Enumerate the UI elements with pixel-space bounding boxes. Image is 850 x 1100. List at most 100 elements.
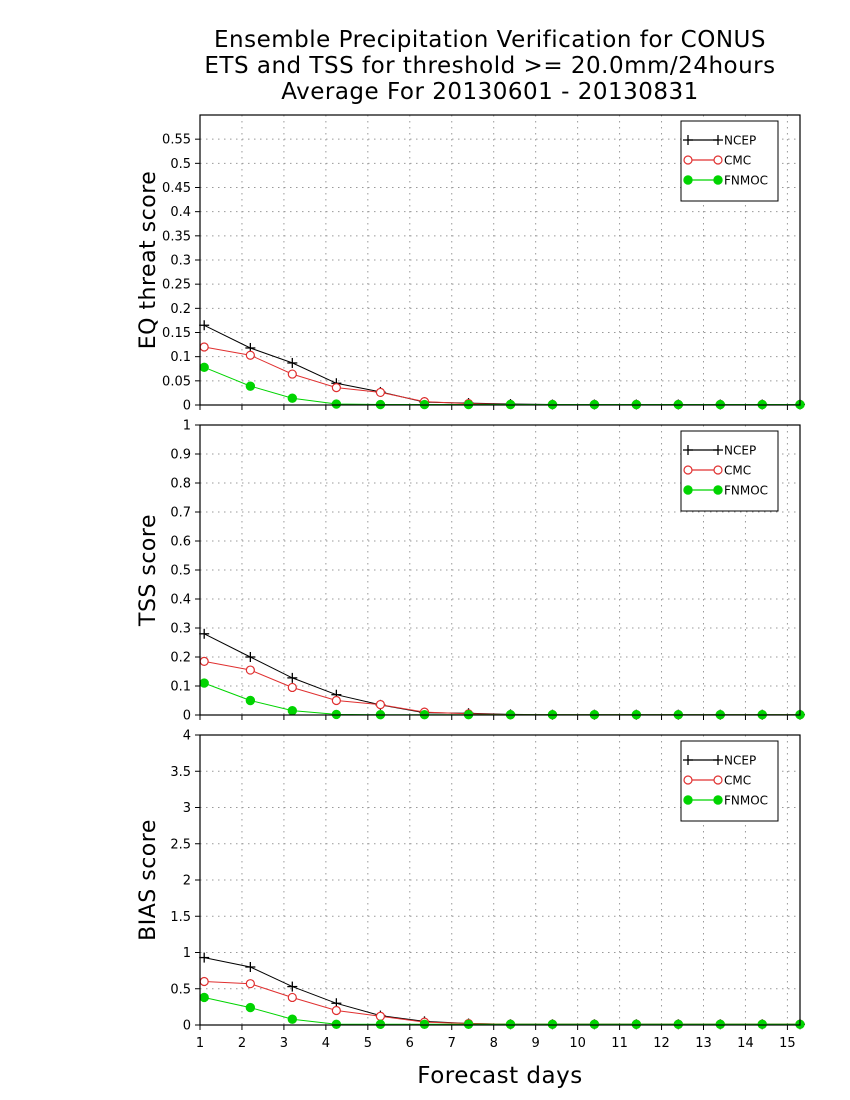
x-tick-label: 9	[532, 1036, 540, 1051]
data-point-cmc	[331, 383, 341, 393]
y-axis-label: BIAS score	[136, 819, 161, 941]
chart-title-line-3: Average For 20130601 - 20130831	[281, 79, 699, 105]
legend-label-ncep: NCEP	[724, 444, 756, 458]
y-tick-label: 3	[183, 801, 191, 816]
y-tick-label: 0.5	[170, 982, 191, 997]
data-point-fnmoc	[757, 1019, 767, 1029]
data-point-fnmoc	[673, 1019, 684, 1029]
series-fnmoc	[199, 992, 805, 1029]
data-point-fnmoc	[547, 1019, 558, 1029]
data-point-fnmoc	[463, 1019, 474, 1029]
data-point-fnmoc	[589, 1019, 600, 1029]
data-point-cmc	[331, 1005, 341, 1016]
x-tick-label: 6	[406, 1036, 414, 1051]
y-tick-label: 0.2	[170, 302, 191, 317]
data-point-fnmoc	[287, 1014, 298, 1024]
data-point-cmc	[331, 695, 341, 706]
y-tick-label: 1	[183, 946, 191, 961]
series-ncep	[199, 628, 805, 720]
y-tick-label: 0.2	[170, 651, 191, 666]
data-point-cmc	[375, 1011, 386, 1021]
legend-label-cmc: CMC	[724, 464, 751, 478]
x-tick-label: 8	[490, 1036, 498, 1051]
data-point-fnmoc	[505, 1019, 516, 1029]
data-point-fnmoc	[199, 992, 209, 1003]
data-point-fnmoc	[245, 1002, 256, 1013]
data-point-fnmoc	[375, 1019, 386, 1029]
legend-marker-fnmoc	[683, 795, 693, 805]
legend-marker-cmc	[683, 465, 693, 475]
y-tick-label: 3.5	[170, 765, 191, 780]
y-tick-label: 0.25	[162, 278, 191, 293]
legend-label-ncep: NCEP	[724, 134, 756, 148]
x-tick-label: 7	[448, 1036, 456, 1051]
data-point-fnmoc	[245, 381, 256, 391]
legend: NCEP CMC FNMOC	[680, 120, 779, 202]
series-line-ncep	[203, 324, 800, 405]
legend: NCEP CMC FNMOC	[680, 740, 779, 822]
data-point-fnmoc	[331, 1019, 342, 1029]
legend-box	[680, 430, 779, 512]
data-point-fnmoc	[419, 1019, 430, 1029]
data-point-cmc	[245, 979, 255, 989]
legend-marker-fnmoc	[683, 485, 693, 495]
y-tick-label: 1	[183, 419, 191, 434]
y-tick-label: 0.9	[170, 448, 191, 463]
y-tick-label: 0.1	[170, 350, 191, 365]
y-axis-label: TSS score	[136, 514, 161, 627]
data-point-cmc	[245, 665, 255, 675]
legend-box	[680, 120, 779, 202]
legend-marker-cmc	[713, 465, 723, 475]
data-point-cmc	[287, 682, 297, 693]
x-tick-label: 14	[737, 1036, 754, 1051]
y-tick-label: 0	[183, 709, 191, 724]
y-tick-label: 0	[183, 1019, 191, 1034]
data-point-cmc	[287, 992, 297, 1003]
y-tick-label: 0.5	[170, 564, 191, 579]
x-tick-label: 2	[238, 1036, 246, 1051]
data-point-fnmoc	[287, 705, 298, 716]
y-tick-label: 0.15	[162, 326, 191, 341]
data-point-cmc	[375, 387, 386, 398]
x-tick-label: 15	[779, 1036, 796, 1051]
series-line-ncep	[204, 957, 800, 1025]
legend-marker-cmc	[683, 775, 693, 785]
y-tick-label: 0.45	[162, 181, 191, 196]
y-tick-label: 0.8	[170, 477, 191, 492]
y-tick-label: 0.1	[170, 680, 191, 695]
legend-label-fnmoc: FNMOC	[724, 174, 768, 188]
y-tick-label: 1.5	[170, 910, 191, 925]
y-tick-label: 0.35	[162, 229, 191, 244]
data-point-fnmoc	[199, 362, 209, 372]
x-tick-label: 12	[653, 1036, 670, 1051]
x-tick-label: 5	[364, 1036, 372, 1051]
y-tick-label: 0.7	[170, 506, 191, 521]
x-tick-label: 10	[569, 1036, 586, 1051]
legend-label-cmc: CMC	[724, 774, 751, 788]
chart-title-line-1: Ensemble Precipitation Verification for …	[214, 27, 766, 53]
panel-2: 0 0.1 0.2 0.3 0.4 0.5 0.6 0.7 0.8 0.9 1 TSS score NC…	[136, 419, 805, 724]
y-tick-label: 0.05	[162, 374, 191, 389]
y-tick-label: 0.3	[170, 254, 191, 269]
legend-marker-cmc	[713, 775, 723, 785]
y-tick-label: 0.5	[170, 157, 191, 172]
legend-label-ncep: NCEP	[724, 754, 756, 768]
legend-marker-fnmoc	[713, 795, 723, 805]
x-tick-label: 4	[322, 1036, 330, 1051]
y-tick-label: 0.6	[170, 535, 191, 550]
panel-3: 00.511.522.533.541 2 3 4 5 6 7 8 9 10 11 12 13 14 15BI…	[136, 729, 805, 1051]
plot-frame	[199, 114, 801, 406]
x-axis-label: Forecast days	[417, 1063, 582, 1089]
data-point-cmc	[199, 656, 209, 666]
y-tick-label: 4	[183, 729, 191, 744]
y-axis-label: EQ threat score	[136, 171, 161, 350]
panel-1: 0 0.05 0.1 0.15 0.2 0.25 0.3 0.35 0.4 0.45 0.5 0.55…	[136, 114, 805, 414]
legend-marker-cmc	[683, 155, 693, 165]
y-tick-label: 0.55	[162, 133, 191, 148]
data-point-cmc	[375, 699, 386, 710]
data-point-fnmoc	[245, 695, 256, 706]
x-tick-label: 1	[196, 1036, 204, 1051]
chart-title-line-2: ETS and TSS for threshold >= 20.0mm/24ho…	[204, 53, 776, 79]
data-point-cmc	[199, 976, 209, 987]
